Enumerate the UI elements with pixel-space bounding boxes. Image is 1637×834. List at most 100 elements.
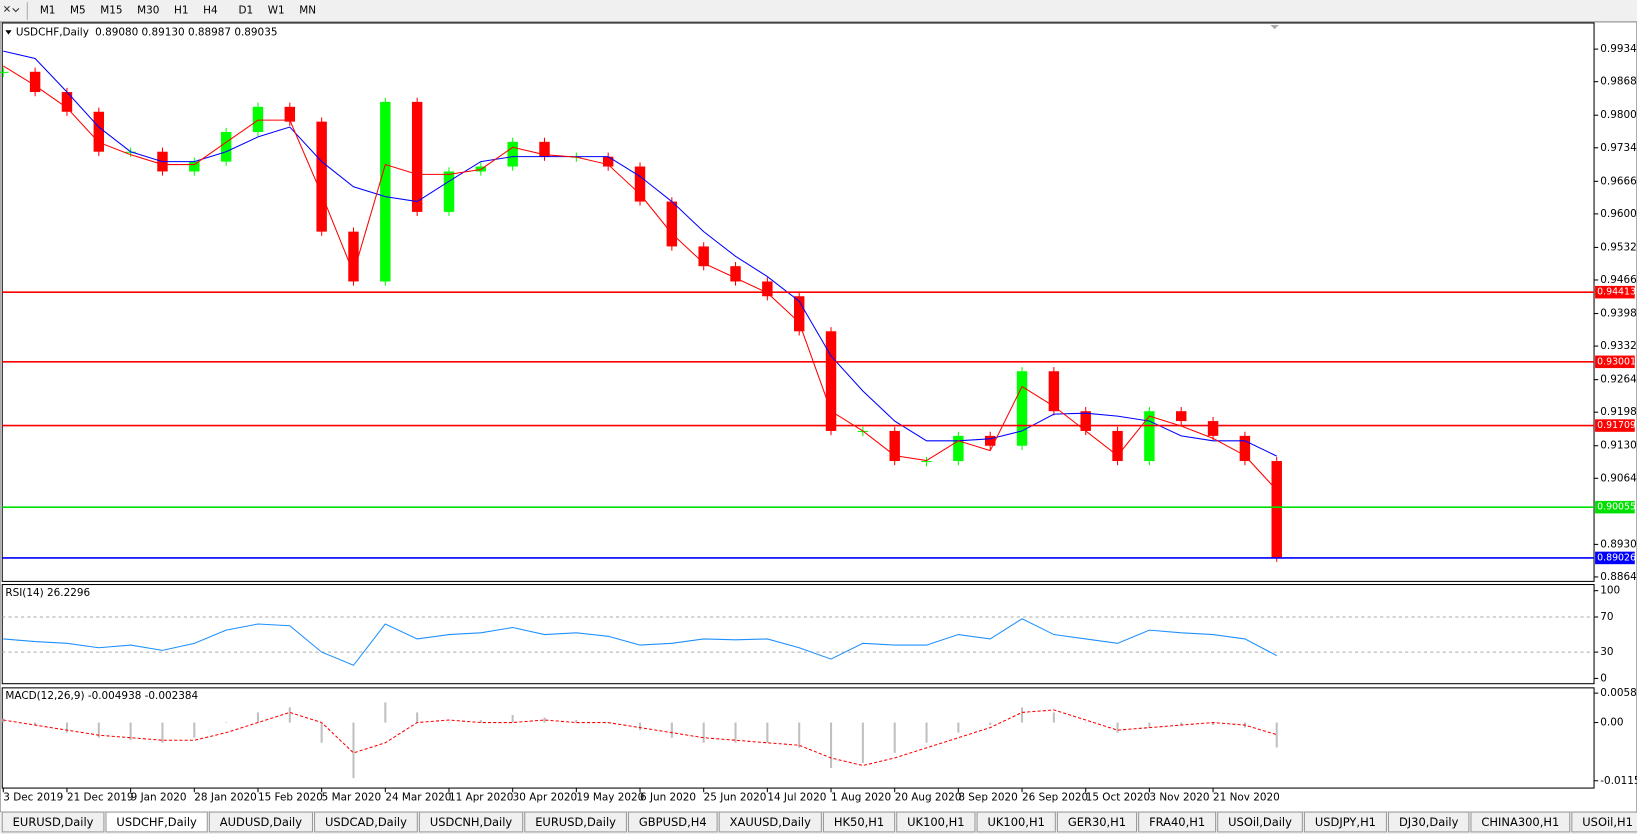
tab[interactable] — [976, 811, 1056, 833]
candle — [953, 435, 964, 462]
timeframe-button[interactable]: H1 — [174, 4, 188, 16]
candle — [984, 435, 996, 446]
tab-label[interactable]: GBPUSD,H4 — [639, 815, 707, 829]
tab[interactable] — [1138, 811, 1217, 833]
candle — [252, 106, 264, 132]
macd-bar — [1275, 722, 1278, 748]
toolbar-icon[interactable] — [3, 5, 20, 13]
x-tick-label: 3 Nov 2020 — [1149, 791, 1209, 803]
tab-label[interactable]: UK100,H1 — [988, 815, 1045, 829]
tab[interactable] — [1571, 811, 1637, 833]
candle — [507, 141, 518, 167]
tab-label[interactable]: HK50,H1 — [834, 815, 884, 829]
y-tick-label: 30 — [1600, 646, 1613, 658]
macd-bar — [34, 722, 37, 726]
macd-bar — [893, 722, 896, 753]
timeframe-button[interactable]: M15 — [100, 4, 122, 16]
tab-label[interactable]: AUDUSD,Daily — [220, 815, 302, 829]
tab[interactable] — [822, 811, 896, 833]
chart-subtitle: 0.89080 0.89130 0.88987 0.89035 — [95, 26, 277, 38]
candle — [698, 246, 709, 267]
macd-bar — [766, 722, 769, 743]
shift-marker — [1270, 25, 1279, 30]
level-label-box — [1595, 419, 1635, 432]
tab-label[interactable]: USOil,H1 — [1582, 815, 1633, 829]
tab-label[interactable]: EURUSD,Daily — [13, 815, 94, 829]
price-panel — [1, 22, 1595, 582]
symbol-menu-arrow[interactable] — [5, 30, 12, 35]
signal-line — [3, 709, 1277, 767]
level-label: 0.90055 — [1597, 502, 1636, 513]
macd-bar — [193, 722, 196, 738]
x-tick-label: 26 Sep 2020 — [1022, 791, 1088, 803]
macd-bar — [384, 702, 387, 723]
tab-label[interactable]: FRA40,H1 — [1149, 815, 1205, 829]
timeframe-button[interactable]: H4 — [203, 4, 218, 16]
tab-label[interactable]: USOil,Daily — [1228, 815, 1292, 829]
tab[interactable] — [718, 811, 822, 833]
tab-label[interactable]: USDCNH,Daily — [430, 815, 513, 829]
candle — [443, 171, 455, 212]
timeframe-button[interactable]: MN — [299, 4, 316, 16]
timeframe-button[interactable]: M5 — [70, 4, 86, 16]
candle — [61, 92, 73, 112]
candle — [1271, 461, 1282, 558]
tab[interactable] — [896, 811, 976, 833]
x-tick-label: 28 Jan 2020 — [194, 791, 256, 803]
candle — [762, 281, 773, 297]
tab[interactable] — [1303, 811, 1387, 833]
x-tick-label: 8 Sep 2020 — [958, 791, 1017, 803]
x-tick-label: 15 Feb 2020 — [258, 791, 323, 803]
tab[interactable] — [105, 811, 208, 833]
tab-label[interactable]: CHINA300,H1 — [1481, 815, 1559, 829]
macd-bar — [320, 722, 323, 743]
tab-label[interactable]: USDCAD,Daily — [325, 815, 407, 829]
tab-label[interactable]: EURUSD,Daily — [535, 815, 616, 829]
macd-bar — [65, 722, 69, 733]
candle — [730, 266, 741, 282]
tab-label[interactable]: USDCHF,Daily — [116, 815, 197, 829]
tab[interactable] — [208, 811, 314, 833]
tab-label[interactable]: GER30,H1 — [1068, 815, 1126, 829]
timeframe-button[interactable]: M30 — [137, 4, 159, 16]
tab[interactable] — [1217, 811, 1303, 833]
level-label: 0.93001 — [1597, 356, 1636, 367]
macd-bar — [734, 722, 737, 743]
candle — [666, 201, 678, 247]
x-tick-label: 21 Nov 2020 — [1213, 791, 1280, 803]
macd-bar — [1212, 722, 1215, 726]
tab[interactable] — [627, 811, 718, 833]
timeframe-button[interactable]: M1 — [40, 4, 56, 16]
tab-label[interactable]: DJ30,Daily — [1399, 815, 1459, 829]
tab[interactable] — [524, 811, 627, 833]
tab[interactable] — [1, 811, 105, 833]
timeframe-button[interactable]: W1 — [268, 4, 285, 16]
candle — [1207, 421, 1219, 436]
level-label-box — [1595, 500, 1635, 514]
toolbar — [0, 0, 1637, 22]
y-tick-label: 0 — [1600, 672, 1607, 684]
x-tick-label: 20 Aug 2020 — [895, 791, 962, 803]
candle — [602, 156, 614, 167]
tab[interactable] — [1387, 811, 1470, 833]
candle — [220, 131, 232, 162]
macd-bar — [798, 722, 801, 748]
timeframe-button[interactable]: D1 — [238, 4, 253, 16]
tab[interactable] — [314, 811, 418, 833]
candle — [348, 231, 359, 282]
candle — [793, 296, 805, 332]
candle — [1016, 371, 1028, 446]
candle — [889, 430, 900, 462]
tab[interactable] — [418, 811, 524, 833]
tab-label[interactable]: USDJPY,H1 — [1315, 815, 1376, 829]
panel-title: RSI(14) 26.2296 — [5, 587, 90, 599]
tab[interactable] — [1470, 811, 1571, 833]
x-tick-label: 9 Jan 2020 — [131, 791, 187, 803]
tab-label[interactable]: UK100,H1 — [907, 815, 964, 829]
tab[interactable] — [1056, 811, 1138, 833]
tab-label[interactable]: XAUUSD,Daily — [730, 815, 811, 829]
